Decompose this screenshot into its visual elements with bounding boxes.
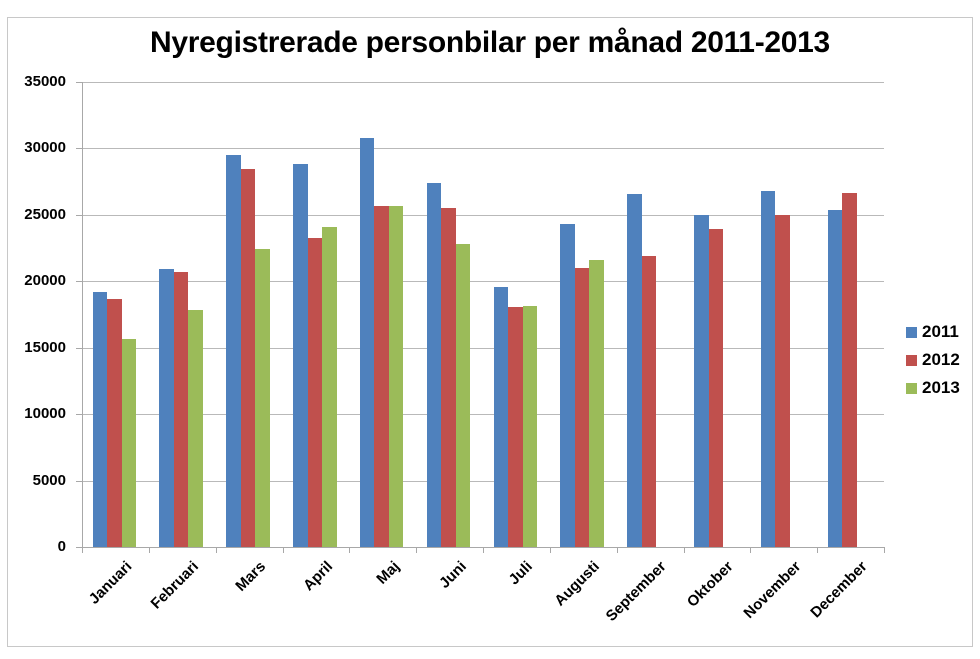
- x-tick: [282, 547, 284, 553]
- bar-2012-oktober: [708, 228, 723, 547]
- y-tick-label: 25000: [24, 205, 66, 223]
- y-tick: [76, 480, 82, 482]
- bar-2011-juli: [493, 287, 508, 547]
- legend-swatch-icon: [906, 326, 917, 338]
- x-tick: [549, 547, 551, 553]
- y-tick: [76, 214, 82, 216]
- gridline: [82, 214, 884, 216]
- x-tick: [148, 547, 150, 553]
- bar-2013-april: [322, 226, 337, 547]
- bar-2011-december: [827, 210, 843, 547]
- bar-2011-april: [293, 163, 308, 547]
- legend-item-2011: 2011: [906, 318, 960, 346]
- bar-2012-april: [307, 237, 322, 547]
- y-tick-label: 20000: [24, 272, 66, 290]
- y-tick-label: 30000: [24, 139, 66, 157]
- bar-2011-september: [627, 194, 642, 547]
- y-tick: [76, 281, 82, 283]
- bar-2011-juni: [426, 182, 442, 547]
- y-tick-label: 35000: [24, 73, 66, 90]
- plot-area: [82, 82, 884, 547]
- legend-label: 2011: [922, 322, 959, 341]
- y-tick: [76, 82, 82, 83]
- x-tick: [616, 547, 618, 553]
- x-tick: [215, 547, 217, 553]
- x-tick: [349, 547, 351, 553]
- bar-2012-september: [641, 256, 657, 547]
- x-tick: [483, 547, 484, 553]
- y-tick: [76, 547, 82, 548]
- bar-2013-mars: [255, 248, 270, 547]
- bar-2011-januari: [92, 291, 107, 547]
- bar-2013-januari: [121, 338, 136, 547]
- x-tick: [416, 547, 418, 553]
- bar-2012-juli: [508, 307, 523, 547]
- gridline: [82, 82, 884, 83]
- y-tick: [76, 414, 82, 416]
- bar-2013-juni: [455, 243, 471, 547]
- x-tick: [82, 547, 83, 553]
- y-tick: [76, 347, 82, 349]
- bar-2011-mars: [226, 155, 241, 547]
- x-tick: [683, 547, 685, 553]
- gridline: [82, 414, 884, 416]
- x-tick: [750, 547, 752, 553]
- legend-label: 2013: [922, 378, 960, 397]
- legend-label: 2012: [922, 350, 960, 369]
- gridline: [82, 281, 884, 283]
- y-axis: [82, 82, 83, 548]
- y-tick: [76, 148, 82, 150]
- y-tick-label: 10000: [24, 405, 66, 423]
- bar-2013-augusti: [589, 260, 604, 547]
- bar-2013-februari: [188, 310, 203, 547]
- bar-2011-februari: [159, 268, 174, 547]
- x-tick: [817, 547, 819, 553]
- bar-2011-oktober: [694, 214, 709, 547]
- gridline: [82, 480, 884, 482]
- bar-2013-maj: [388, 205, 404, 547]
- bar-2012-december: [842, 192, 857, 547]
- bar-2012-februari: [173, 272, 189, 547]
- gridline: [82, 347, 884, 349]
- bar-2011-november: [760, 190, 776, 547]
- legend-swatch-icon: [906, 382, 917, 394]
- bar-2011-augusti: [560, 224, 575, 547]
- legend-item-2012: 2012: [906, 346, 960, 374]
- x-tick: [884, 547, 885, 553]
- legend-item-2013: 2013: [906, 374, 960, 402]
- y-tick-label: 15000: [24, 338, 66, 356]
- chart-title: Nyregistrerade personbilar per månad 201…: [150, 26, 830, 59]
- bar-2012-maj: [374, 206, 389, 547]
- bar-2012-januari: [107, 299, 122, 547]
- legend: 2011 2012 2013: [906, 318, 960, 402]
- bar-2012-juni: [441, 208, 456, 547]
- bar-2012-augusti: [574, 267, 590, 547]
- gridline: [82, 148, 884, 150]
- bar-2012-mars: [240, 168, 256, 547]
- y-tick-label: 0: [57, 538, 66, 555]
- legend-swatch-icon: [906, 354, 917, 366]
- bar-2012-november: [775, 214, 790, 547]
- bar-2011-maj: [359, 137, 375, 547]
- y-tick-label: 5000: [32, 471, 66, 489]
- bar-2013-juli: [522, 306, 537, 547]
